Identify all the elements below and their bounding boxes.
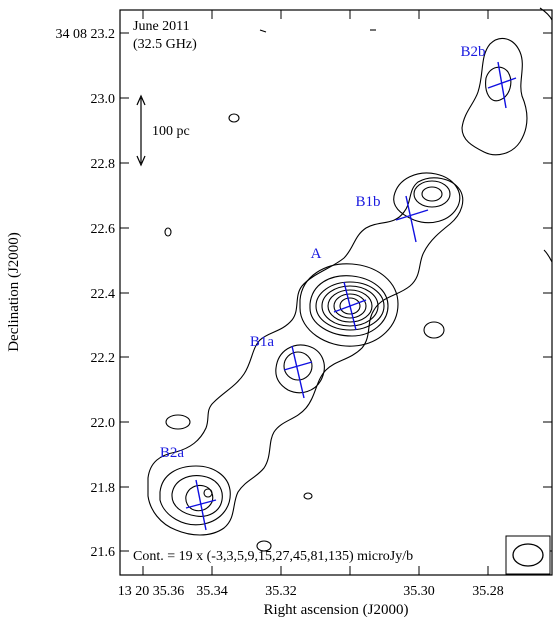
y-ticks (120, 32, 552, 552)
y-tick-label: 22.8 (91, 157, 116, 172)
contour-blob (259, 29, 267, 33)
cross-marker-a (333, 281, 367, 331)
x-tick-label: 13 20 35.36 (118, 584, 185, 599)
contour-b1a-1 (275, 344, 325, 394)
cross-marker-b1b (395, 195, 429, 243)
contour-blob (256, 540, 272, 552)
contour-a-6 (333, 293, 367, 319)
contour-blob (303, 492, 313, 500)
contour-a-7 (339, 297, 361, 315)
contour-blob (165, 414, 191, 430)
y-tick-label: 34 08 23.2 (56, 27, 116, 42)
contour-a-4 (321, 285, 379, 327)
y-tick-label: 22.4 (91, 287, 116, 302)
x-tick-label: 35.30 (403, 584, 435, 599)
contour-levels-note: Cont. = 19 x (-3,3,5,9,15,27,45,81,135) … (133, 549, 413, 564)
y-tick-label: 22.6 (91, 222, 116, 237)
component-label-b2a: B2a (160, 445, 185, 461)
y-tick-label: 22.0 (91, 416, 116, 431)
contour-a-1 (299, 263, 399, 347)
x-ticks (142, 10, 489, 575)
component-label-a: A (311, 246, 322, 262)
y-tick-label: 22.2 (91, 351, 116, 366)
contour-blob (539, 7, 553, 21)
contour-blob (543, 249, 553, 263)
contour-blob (228, 113, 240, 123)
contour-b1b-2 (413, 180, 451, 208)
contour-blob (164, 227, 172, 237)
plot-frame (119, 9, 553, 576)
y-axis-title: Declination (J2000) (6, 232, 22, 352)
contour-b1b-3 (421, 186, 443, 202)
epoch-label: June 2011 (133, 19, 190, 34)
contour-blob (423, 321, 445, 339)
component-markers (185, 61, 517, 531)
contour-outer (147, 177, 464, 536)
contour-b2b-inner (485, 66, 512, 102)
contour-b2b (461, 37, 528, 156)
cross-marker-b2b (487, 61, 517, 109)
contour-b2a-2 (171, 475, 223, 517)
frequency-label: (32.5 GHz) (133, 37, 197, 52)
component-label-b1b: B1b (355, 194, 380, 210)
cross-marker-b1a (283, 345, 313, 399)
contour-b1a-2 (283, 351, 313, 381)
component-label-b2b: B2b (460, 44, 485, 60)
scale-bar-label: 100 pc (152, 124, 190, 139)
x-tick-label: 35.34 (196, 584, 228, 599)
component-label-b1a: B1a (250, 334, 275, 350)
contour-a-2 (309, 275, 389, 337)
contour-a-5 (327, 289, 373, 323)
double-arrow-icon (136, 94, 146, 167)
x-axis-title: Right ascension (J2000) (264, 602, 409, 618)
contour-b2a-1 (159, 465, 231, 526)
y-tick-label: 21.8 (91, 481, 116, 496)
contour-b2a-peak (203, 488, 213, 498)
contour-b1b-1 (393, 172, 461, 224)
cross-marker-b2a (185, 479, 217, 531)
contour-map (147, 7, 553, 552)
y-tick-label: 21.6 (91, 545, 116, 560)
ellipse-icon (512, 543, 544, 567)
y-tick-label: 23.0 (91, 92, 116, 107)
contour-a-3 (315, 281, 385, 331)
x-tick-label: 35.32 (265, 584, 297, 599)
x-tick-label: 35.28 (472, 584, 504, 599)
